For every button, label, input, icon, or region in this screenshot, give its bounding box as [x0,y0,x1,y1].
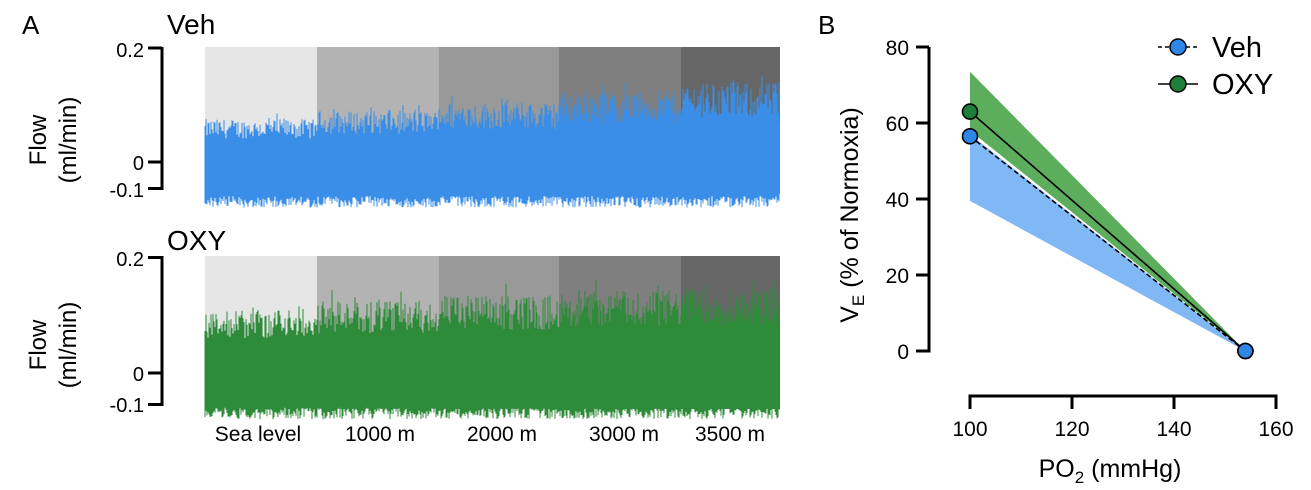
oxy-flow-trace [204,280,780,420]
confidence-bands [970,71,1246,351]
x-tick-label: 160 [1258,418,1293,441]
flow-trace-signal [204,280,780,420]
segment-label-3000m: 3000 m [589,423,659,446]
y-tick-label: 60 [886,113,909,136]
oxy-ytick-label: 0 [133,364,144,386]
oxy-ylabel-unit: (ml/min) [55,302,82,389]
segment-label-3500m: 3500 m [695,423,765,446]
veh-trace-panel: Veh 0.2 0 -0.1 Flow (ml/min) [25,9,780,208]
x-tick-label: 140 [1156,418,1191,441]
y-axis-title: VE (% of Normoxia) [836,107,868,323]
oxy-ylabel-flow: Flow [25,319,52,370]
veh-ytick-label: 0.2 [116,40,144,62]
veh-ylabel-unit: (ml/min) [55,97,82,184]
veh-ytick-label: 0 [133,153,144,175]
y-tick-label: 80 [886,37,909,60]
oxy-flow-axis: 0.2 0 -0.1 [110,249,164,417]
legend-label-oxy: OXY [1212,69,1273,101]
oxy-trace-panel: OXY 0.2 0 -0.1 Flow (ml/min) [25,225,780,420]
legend-marker-veh [1169,38,1187,56]
legend-item-oxy: OXY [1158,69,1273,101]
segment-label-1000m: 1000 m [345,423,415,446]
segment-label-2000m: 2000 m [467,423,537,446]
oxy-ytick-label: 0.2 [116,249,144,271]
point-oxy [961,103,979,120]
band-oxy [970,71,1246,351]
altitude-segment-labels: Sea level 1000 m 2000 m 3000 m 3500 m [215,423,765,446]
segment-label-sea-level: Sea level [215,423,301,446]
veh-flow-axis: 0.2 0 -0.1 [110,40,164,202]
y-tick-label: 40 [886,189,909,212]
panel-a-letter: A [22,10,40,40]
legend-marker-oxy [1169,75,1187,93]
x-tick-label: 100 [952,418,987,441]
veh-ytick-label: -0.1 [110,180,144,202]
veh-flow-trace [204,75,780,208]
veh-trace-title: Veh [167,9,215,40]
series-lines [969,110,1246,352]
legend-label-veh: Veh [1212,32,1262,64]
veh-ylabel-flow: Flow [25,114,52,165]
x-tick-label: 120 [1054,418,1089,441]
oxy-y-axis-title: Flow (ml/min) [25,302,82,389]
x-axis-title: PO2 (mmHg) [1039,455,1182,487]
band-veh [970,134,1246,351]
line-veh [969,135,1246,352]
y-tick-label: 0 [897,341,909,364]
oxy-trace-title: OXY [167,225,226,256]
flow-trace-signal [204,75,780,208]
point-veh [961,128,979,145]
point-veh [1237,342,1254,360]
ventilation-chart: 0 20 40 60 80 100 120 140 160 [886,37,1294,441]
chart-legend: Veh OXY [1158,32,1273,101]
legend-item-veh: Veh [1158,32,1262,64]
line-oxy [969,110,1246,352]
veh-y-axis-title: Flow (ml/min) [25,97,82,184]
chart-axes: 0 20 40 60 80 100 120 140 160 [886,37,1294,441]
oxy-ytick-label: -0.1 [110,395,144,417]
y-tick-label: 20 [886,265,909,288]
panel-b-letter: B [818,10,835,40]
series-points [961,103,1254,360]
